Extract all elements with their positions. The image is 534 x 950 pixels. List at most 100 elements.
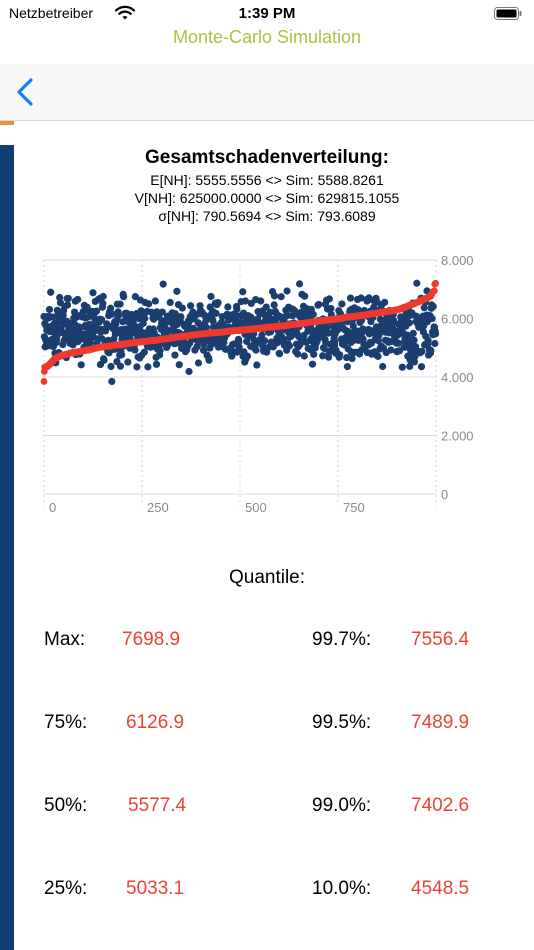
wifi-icon: [114, 5, 136, 25]
sample-point: [119, 293, 128, 301]
sample-point: [410, 358, 419, 366]
sample-point: [107, 362, 115, 371]
sample-point: [232, 311, 240, 319]
sample-point: [235, 343, 243, 351]
sample-point: [118, 351, 126, 359]
sample-point: [294, 350, 302, 358]
sample-point: [133, 363, 141, 371]
sample-point: [173, 287, 181, 295]
sample-point: [69, 341, 77, 349]
sample-point: [270, 292, 279, 300]
sample-point: [252, 346, 260, 354]
sample-point: [379, 362, 387, 371]
quantile-label: 10.0%:: [312, 878, 372, 899]
quantile-value: 5577.4: [128, 795, 187, 816]
sorted-point: [40, 378, 48, 385]
sample-point: [151, 297, 159, 305]
sample-point: [212, 309, 220, 317]
sample-point: [258, 331, 266, 339]
sample-point: [177, 313, 185, 321]
quantile-value: 5033.1: [126, 878, 185, 899]
sample-point: [405, 319, 413, 327]
quantile-value: 7698.9: [122, 629, 181, 650]
sample-point: [432, 330, 440, 338]
sample-point: [345, 331, 353, 339]
sample-point: [390, 316, 398, 325]
x-tick-label: 500: [245, 500, 267, 515]
sample-point: [277, 293, 285, 301]
sample-point: [131, 346, 139, 354]
sample-point: [431, 339, 439, 348]
app-title: Monte-Carlo Simulation: [172, 27, 362, 47]
sample-point: [338, 300, 346, 308]
sample-point: [209, 317, 217, 325]
sample-point: [86, 338, 94, 347]
sample-point: [309, 310, 317, 319]
sample-point: [285, 342, 293, 350]
x-tick-label: 750: [343, 500, 365, 515]
y-tick-label: 6.000: [441, 312, 474, 327]
sample-point: [335, 351, 344, 359]
sample-point: [114, 311, 123, 320]
sample-point: [406, 362, 414, 370]
quantile-value: 7556.4: [411, 629, 470, 650]
sample-point: [98, 315, 106, 324]
sample-point: [424, 336, 432, 345]
quantile-value: 7489.9: [411, 712, 470, 733]
sample-point: [224, 303, 232, 311]
left-rail: [0, 145, 14, 950]
sample-point: [214, 299, 222, 307]
sample-point: [156, 347, 164, 355]
quantile-label: Max:: [44, 629, 86, 650]
sample-point: [77, 361, 85, 369]
sample-point: [58, 328, 67, 337]
sample-point: [323, 323, 331, 331]
sample-point: [295, 280, 304, 288]
sample-point: [243, 337, 251, 346]
quantile-label: 99.7%:: [312, 629, 372, 650]
navigation-bar: [0, 64, 534, 121]
sample-point: [116, 362, 125, 370]
back-button[interactable]: [12, 76, 42, 108]
sample-point: [45, 305, 54, 314]
sample-point: [100, 356, 108, 364]
sample-point: [427, 346, 435, 355]
sorted-point: [431, 287, 438, 295]
sample-point: [178, 304, 186, 312]
sample-point: [75, 324, 83, 332]
sample-point: [158, 308, 166, 316]
sample-point: [331, 338, 339, 346]
quantile-label: 99.5%:: [312, 712, 372, 733]
stat-variance: V[NH]: 625000.0000 <> Sim: 629815.1055: [134, 190, 400, 206]
sample-point: [207, 292, 215, 301]
sample-point: [233, 305, 241, 313]
sample-point: [301, 292, 309, 300]
sample-point: [64, 294, 72, 303]
sample-point: [343, 353, 351, 362]
sample-point: [410, 336, 418, 344]
sample-point: [409, 329, 417, 337]
stat-std-dev: σ[NH]: 790.5694 <> Sim: 793.6089: [158, 208, 376, 224]
sample-point: [159, 280, 167, 288]
sample-point: [92, 307, 101, 315]
sample-point: [53, 332, 61, 340]
sample-point: [235, 338, 243, 346]
sample-point: [327, 304, 335, 313]
sample-point: [428, 314, 436, 323]
sample-point: [310, 350, 318, 358]
quantiles-title: Quantile:: [228, 567, 306, 588]
sample-point: [205, 356, 213, 364]
sample-point: [418, 347, 426, 356]
sample-point: [108, 377, 116, 386]
sample-point: [319, 352, 327, 360]
sample-point: [241, 297, 250, 305]
sample-point: [63, 301, 72, 309]
sample-point: [144, 363, 152, 371]
sample-point: [343, 362, 352, 371]
sample-point: [108, 310, 116, 318]
sample-point: [171, 351, 179, 359]
quantile-label: 25%:: [44, 878, 88, 899]
sample-point: [99, 299, 107, 308]
sample-point: [381, 298, 389, 306]
sample-point: [283, 287, 291, 295]
